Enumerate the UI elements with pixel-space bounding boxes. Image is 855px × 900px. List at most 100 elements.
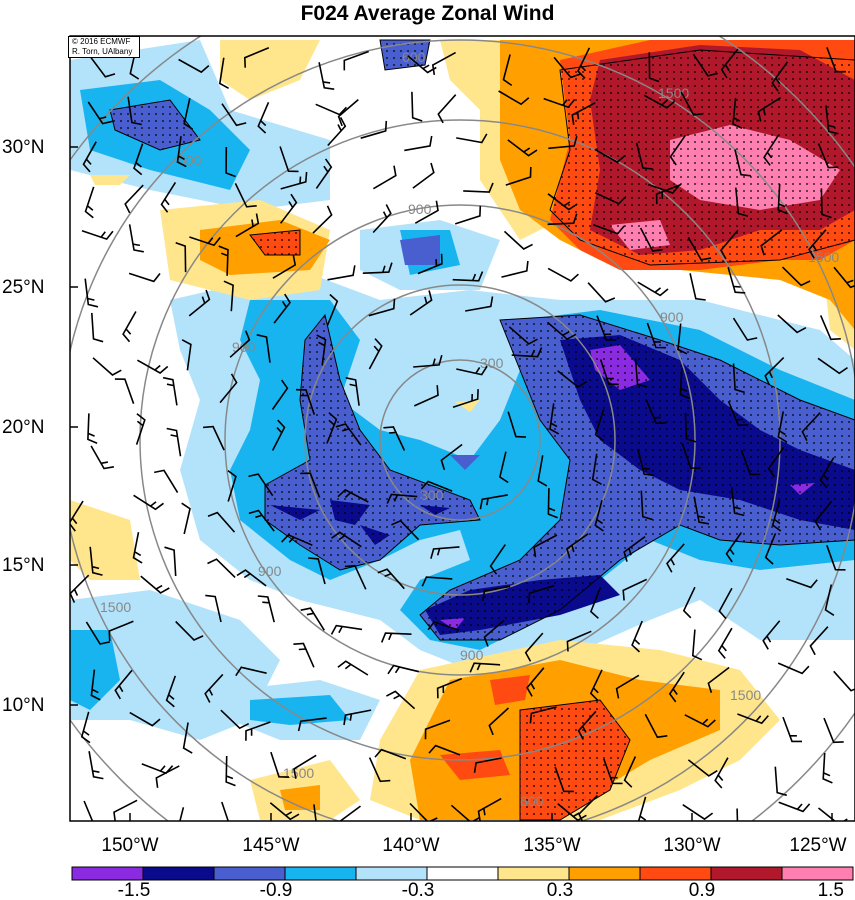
wind-barb — [166, 427, 182, 457]
wind-barb — [727, 266, 746, 294]
wind-barb — [273, 293, 291, 324]
wind-barb — [682, 804, 714, 821]
wind-barb — [578, 795, 598, 821]
wind-barb — [87, 101, 113, 125]
wind-barb — [591, 453, 602, 486]
wind-barb — [687, 759, 718, 777]
wind-barb — [81, 230, 114, 241]
wind-barb — [615, 674, 640, 699]
wind-barb — [730, 487, 745, 517]
wind-barb — [640, 490, 653, 521]
wind-barb — [809, 626, 829, 656]
colorbar-swatch — [142, 866, 215, 881]
contour-label: 1500 — [730, 687, 761, 703]
wind-barb — [680, 91, 704, 116]
wind-barb — [221, 801, 230, 821]
lat-label-30n: 30°N — [2, 137, 44, 158]
wind-barb — [133, 494, 164, 511]
wind-barb — [826, 47, 846, 73]
wind-barb — [178, 58, 210, 74]
colorbar-swatch — [71, 866, 144, 881]
wind-barb — [763, 135, 779, 166]
plot-frame — [69, 35, 855, 822]
wind-barb — [762, 620, 781, 650]
wind-barb — [599, 359, 619, 386]
map-title: F024 Average Zonal Wind — [300, 2, 555, 25]
wind-barb — [113, 799, 138, 821]
wind-barb — [413, 354, 443, 368]
wind-barb — [293, 754, 317, 779]
contour-label: 600 — [520, 793, 544, 809]
wind-barb — [554, 766, 574, 793]
wind-barb — [248, 473, 274, 497]
wind-barb — [308, 557, 326, 585]
wind-barb — [87, 413, 98, 444]
wind-barb — [165, 675, 177, 708]
colorbar-label: 1.5 — [818, 880, 844, 900]
wind-barb — [720, 48, 739, 79]
wind-barb — [777, 183, 788, 215]
wind-barb — [135, 413, 146, 445]
wind-barb — [327, 265, 356, 281]
wind-barb — [647, 183, 680, 194]
contour-label: 600 — [178, 152, 202, 168]
wind-barb — [343, 709, 372, 726]
wind-barb — [344, 564, 367, 590]
wind-barb — [368, 298, 396, 317]
wind-barb — [368, 757, 391, 783]
wind-barb — [637, 281, 669, 297]
wind-barb — [778, 801, 811, 813]
wind-barb — [391, 519, 420, 541]
wind-barb — [327, 117, 347, 147]
wind-barb — [331, 531, 362, 548]
wind-barb — [817, 357, 848, 375]
wind-barb — [456, 365, 488, 376]
wind-barb — [279, 193, 298, 224]
wind-barb — [179, 807, 185, 821]
wind-barb — [594, 192, 627, 205]
lon-label-145w: 145°W — [242, 835, 299, 856]
wind-barb — [70, 500, 84, 532]
wind-barb — [593, 224, 625, 235]
wind-barb — [84, 186, 95, 219]
wind-barb — [566, 533, 589, 559]
wind-barb — [88, 751, 104, 780]
wind-barb — [507, 411, 526, 438]
wind-barb — [248, 509, 275, 532]
wind-barb — [603, 758, 623, 785]
wind-barb — [737, 713, 769, 725]
wind-barb — [732, 317, 758, 341]
wind-barb — [669, 134, 686, 166]
colorbar-labels: -1.5 -0.9 -0.3 0.3 0.9 1.5 — [118, 880, 844, 900]
wind-barb — [270, 751, 290, 778]
wind-barb — [236, 569, 267, 587]
wind-barb — [498, 451, 509, 484]
lat-label-20n: 20°N — [2, 417, 44, 438]
wind-barb — [313, 804, 317, 821]
wind-barb — [219, 373, 238, 404]
wind-barb — [528, 584, 555, 604]
colorbar-label: -1.5 — [118, 880, 151, 900]
wind-barb — [339, 805, 361, 821]
wind-barb — [411, 91, 423, 122]
wind-barb — [826, 544, 846, 571]
wind-barb — [326, 293, 339, 326]
wind-barb — [725, 532, 742, 563]
contour-label: 900 — [258, 563, 282, 579]
wind-barb — [777, 314, 807, 334]
wind-barb — [734, 149, 751, 177]
colorbar-swatch — [710, 866, 783, 881]
wind-barb — [129, 711, 161, 727]
wind-barb — [227, 469, 237, 502]
wind-barb — [767, 446, 785, 478]
colorbar-swatch — [213, 866, 286, 881]
wind-barb — [757, 97, 781, 122]
wind-barb — [386, 690, 416, 710]
wind-barb — [383, 426, 406, 451]
wind-barb — [479, 494, 508, 510]
wind-barb — [431, 51, 456, 76]
wind-barb — [295, 388, 316, 415]
wind-barb — [225, 146, 236, 178]
wind-barb — [428, 744, 461, 756]
wind-barb — [223, 280, 234, 312]
